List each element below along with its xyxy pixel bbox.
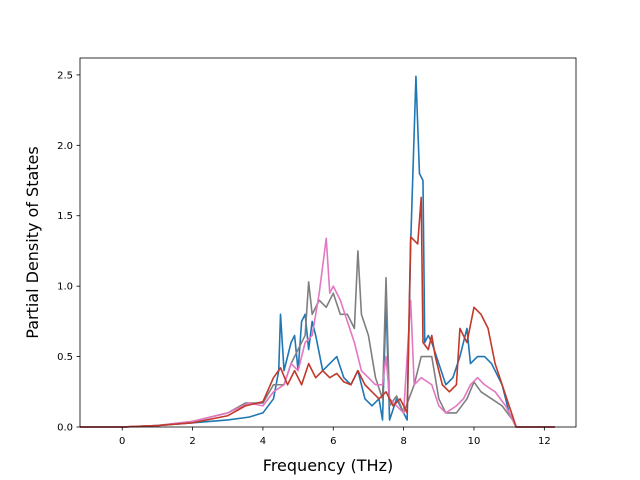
y-tick-label: 1.0 [57,282,73,293]
x-tick-label: 8 [400,436,406,447]
y-tick-label: 0.5 [57,352,73,363]
x-tick-label: 0 [119,436,125,447]
series-layer [80,75,555,428]
x-tick-label: 10 [468,436,481,447]
x-tick-label: 12 [538,436,551,447]
y-tick-label: 2.0 [57,141,73,152]
x-tick-label: 4 [260,436,266,447]
x-axis: 0 2 4 6 8 10 12 [119,427,551,447]
x-tick-label: 2 [189,436,195,447]
plot-frame [79,57,577,428]
y-axis: 0.0 0.5 1.0 1.5 2.0 2.5 [57,70,80,434]
series-line-3 [80,237,555,428]
series-line-4 [80,196,555,428]
x-axis-label: Frequency (THz) [263,456,393,475]
y-axis-label: Partial Density of States [23,146,42,338]
y-tick-label: 1.5 [57,211,73,222]
y-tick-label: 2.5 [57,70,73,81]
series-line-1 [80,75,555,428]
x-tick-label: 6 [330,436,336,447]
y-tick-label: 0.0 [57,423,73,434]
series-line-2 [80,250,555,428]
